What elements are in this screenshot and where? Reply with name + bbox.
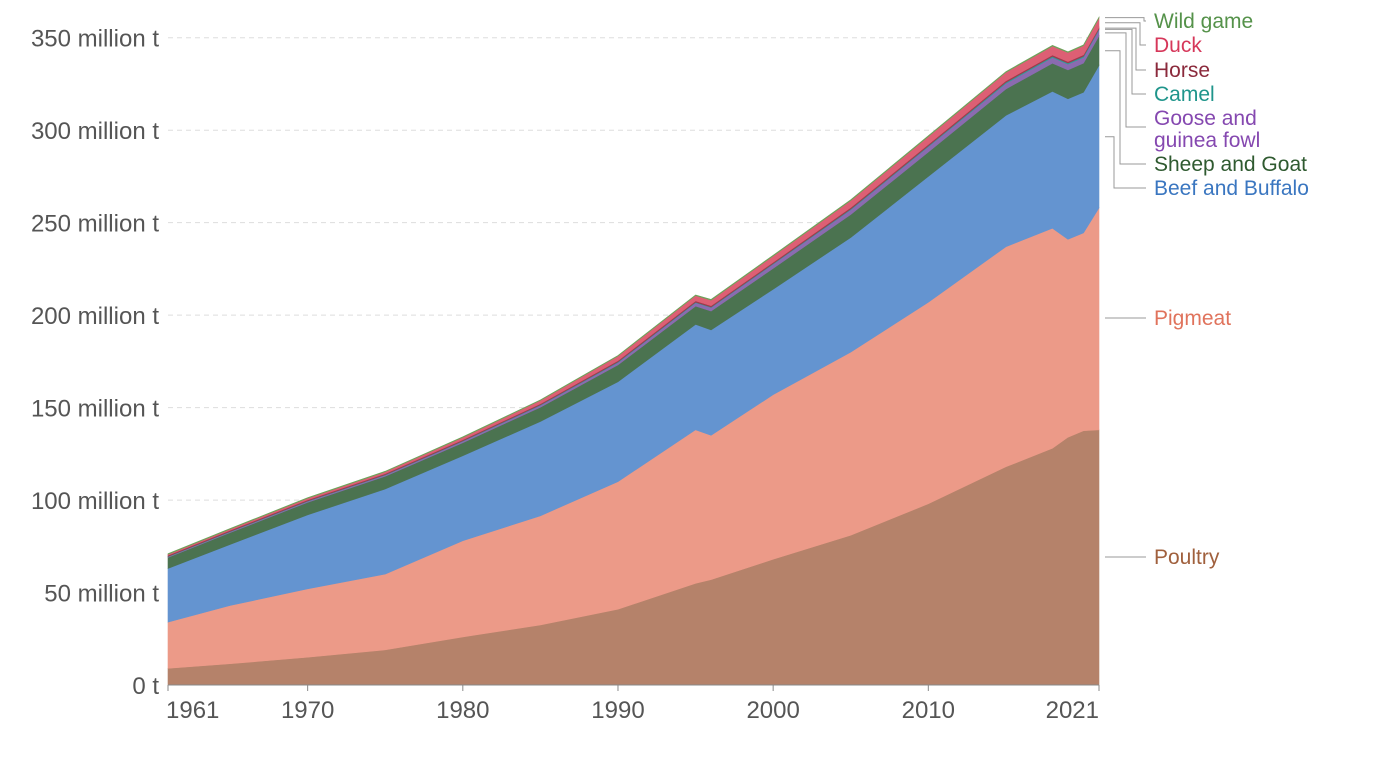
x-tick-label: 1980 [436,697,489,724]
area-wild-game [167,16,1100,555]
x-tick-label: 1990 [591,697,644,724]
legend-label-camel: Camel [1154,83,1215,106]
y-tick-label: 200 million t [31,303,159,330]
x-tick-label: 2021 [1046,697,1099,724]
legend-leader-line [1105,32,1146,128]
legend-leader-line [1105,27,1146,71]
legend-leader-line [1105,28,1146,95]
legend-leader-line [1105,50,1146,165]
legend-label-goose-and-guinea-fowl: guinea fowl [1154,129,1260,152]
y-tick-label: 0 t [132,673,159,700]
legend-label-duck: Duck [1154,34,1202,57]
x-tick-label: 2010 [902,697,955,724]
x-tick-label: 2000 [746,697,799,724]
legend-label-sheep-and-goat: Sheep and Goat [1154,153,1307,176]
x-tick-label: 1961 [166,697,219,724]
legend-label-horse: Horse [1154,59,1210,82]
y-tick-label: 50 million t [44,581,159,608]
area-series [167,16,1100,686]
legend-label-poultry: Poultry [1154,546,1220,569]
y-tick-label: 100 million t [31,488,159,515]
legend-label-wild-game: Wild game [1154,10,1253,33]
y-tick-label: 150 million t [31,396,159,423]
x-tick-label: 1970 [281,697,334,724]
legend-label-beef-and-buffalo: Beef and Buffalo [1154,177,1309,200]
legend-leader-line [1105,136,1146,189]
y-tick-label: 300 million t [31,118,159,145]
legend-leader-line [1105,22,1146,46]
legend-label-pigmeat: Pigmeat [1154,307,1231,330]
legend-label-goose-and-guinea-fowl: Goose and [1154,107,1257,130]
y-tick-label: 350 million t [31,26,159,53]
legend-leader-line [1105,17,1146,22]
y-tick-label: 250 million t [31,211,159,238]
axes: 0 t 50 million t 100 million t 150 million … [31,26,1100,724]
